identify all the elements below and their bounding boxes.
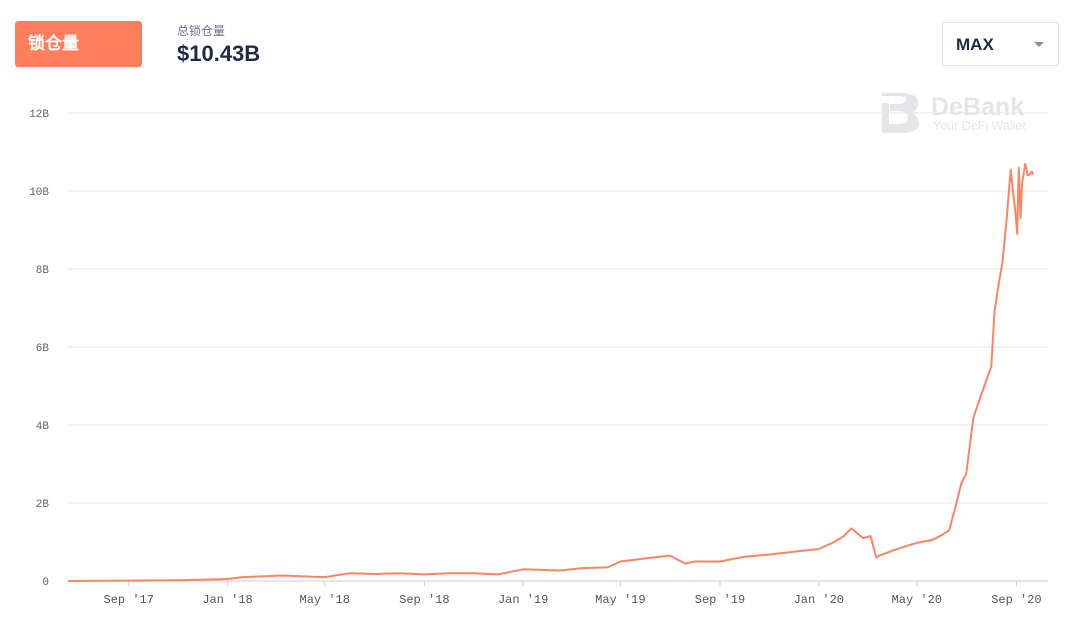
total-tvl-label: 总锁仓量	[177, 24, 226, 38]
time-range-value: MAX	[956, 35, 994, 54]
watermark-tagline: Your DeFi Wallet	[933, 119, 1026, 133]
x-tick-label: Jan '18	[202, 593, 252, 607]
x-tick-label: May '20	[892, 593, 942, 607]
y-tick-label: 2B	[36, 499, 50, 511]
y-tick-label: 10B	[29, 187, 49, 199]
x-tick-label: Jan '20	[794, 593, 844, 607]
x-tick-label: May '19	[595, 593, 645, 607]
y-tick-label: 0	[42, 577, 49, 589]
y-tick-label: 4B	[36, 421, 50, 433]
total-tvl-value: $10.43B	[177, 41, 261, 66]
x-tick-label: May '18	[300, 593, 350, 607]
x-tick-label: Sep '18	[399, 593, 449, 607]
tvl-tab-button[interactable]: 锁仓量	[15, 21, 142, 67]
y-tick-label: 8B	[36, 265, 50, 277]
x-tick-label: Sep '20	[991, 593, 1041, 607]
x-tick-label: Sep '17	[104, 593, 154, 607]
y-tick-label: 12B	[29, 109, 49, 121]
watermark-name: DeBank	[931, 93, 1024, 121]
x-tick-label: Jan '19	[498, 593, 548, 607]
chevron-down-icon	[1034, 42, 1044, 47]
y-tick-label: 6B	[36, 343, 50, 355]
x-tick-label: Sep '19	[695, 593, 745, 607]
total-tvl-stat: 总锁仓量 $10.43B	[177, 22, 260, 67]
time-range-select[interactable]: MAX	[942, 22, 1059, 66]
tvl-series-line	[67, 162, 1035, 582]
